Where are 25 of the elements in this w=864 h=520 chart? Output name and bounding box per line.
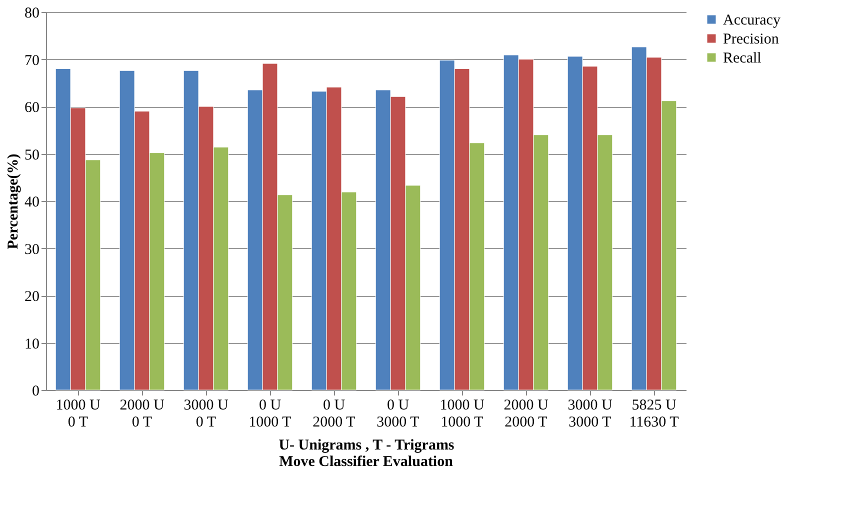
x-tick-label: 2000 U 0 T — [120, 398, 164, 430]
x-tick-label: 5825 U 11630 T — [629, 398, 679, 430]
x-tick-label: 0 U 1000 T — [248, 398, 292, 430]
x-tick-label: 2000 U 2000 T — [504, 398, 548, 430]
y-tick-label: 60 — [24, 100, 40, 116]
y-tick-label: 0 — [32, 384, 40, 400]
y-tick-label: 70 — [24, 52, 40, 69]
x-tick-label: 1000 U 1000 T — [440, 398, 484, 430]
x-tick-label: 3000 U 3000 T — [568, 398, 612, 430]
y-tick-label: 50 — [24, 147, 40, 164]
legend-label: Precision — [723, 32, 780, 48]
legend-label: Recall — [723, 50, 762, 66]
x-tick-label: 1000 U 0 T — [56, 398, 100, 430]
y-tick-label: 30 — [24, 242, 40, 258]
text: Move Classifier Evaluation — [279, 454, 454, 470]
x-tick-label: 3000 U 0 T — [184, 398, 228, 430]
x-axis-title: U- Unigrams , T - Trigrams — [278, 438, 454, 454]
legend-label: Accuracy — [723, 12, 781, 28]
y-tick-label: 80 — [24, 6, 40, 22]
x-tick-label: 0 U 2000 T — [312, 398, 356, 430]
y-axis-title: Percentage(%) — [6, 154, 22, 250]
y-tick-label: 10 — [24, 336, 40, 352]
y-tick-label: 20 — [24, 289, 40, 305]
x-tick-label: 0 U 3000 T — [376, 398, 420, 430]
y-tick-label: 40 — [24, 194, 40, 210]
